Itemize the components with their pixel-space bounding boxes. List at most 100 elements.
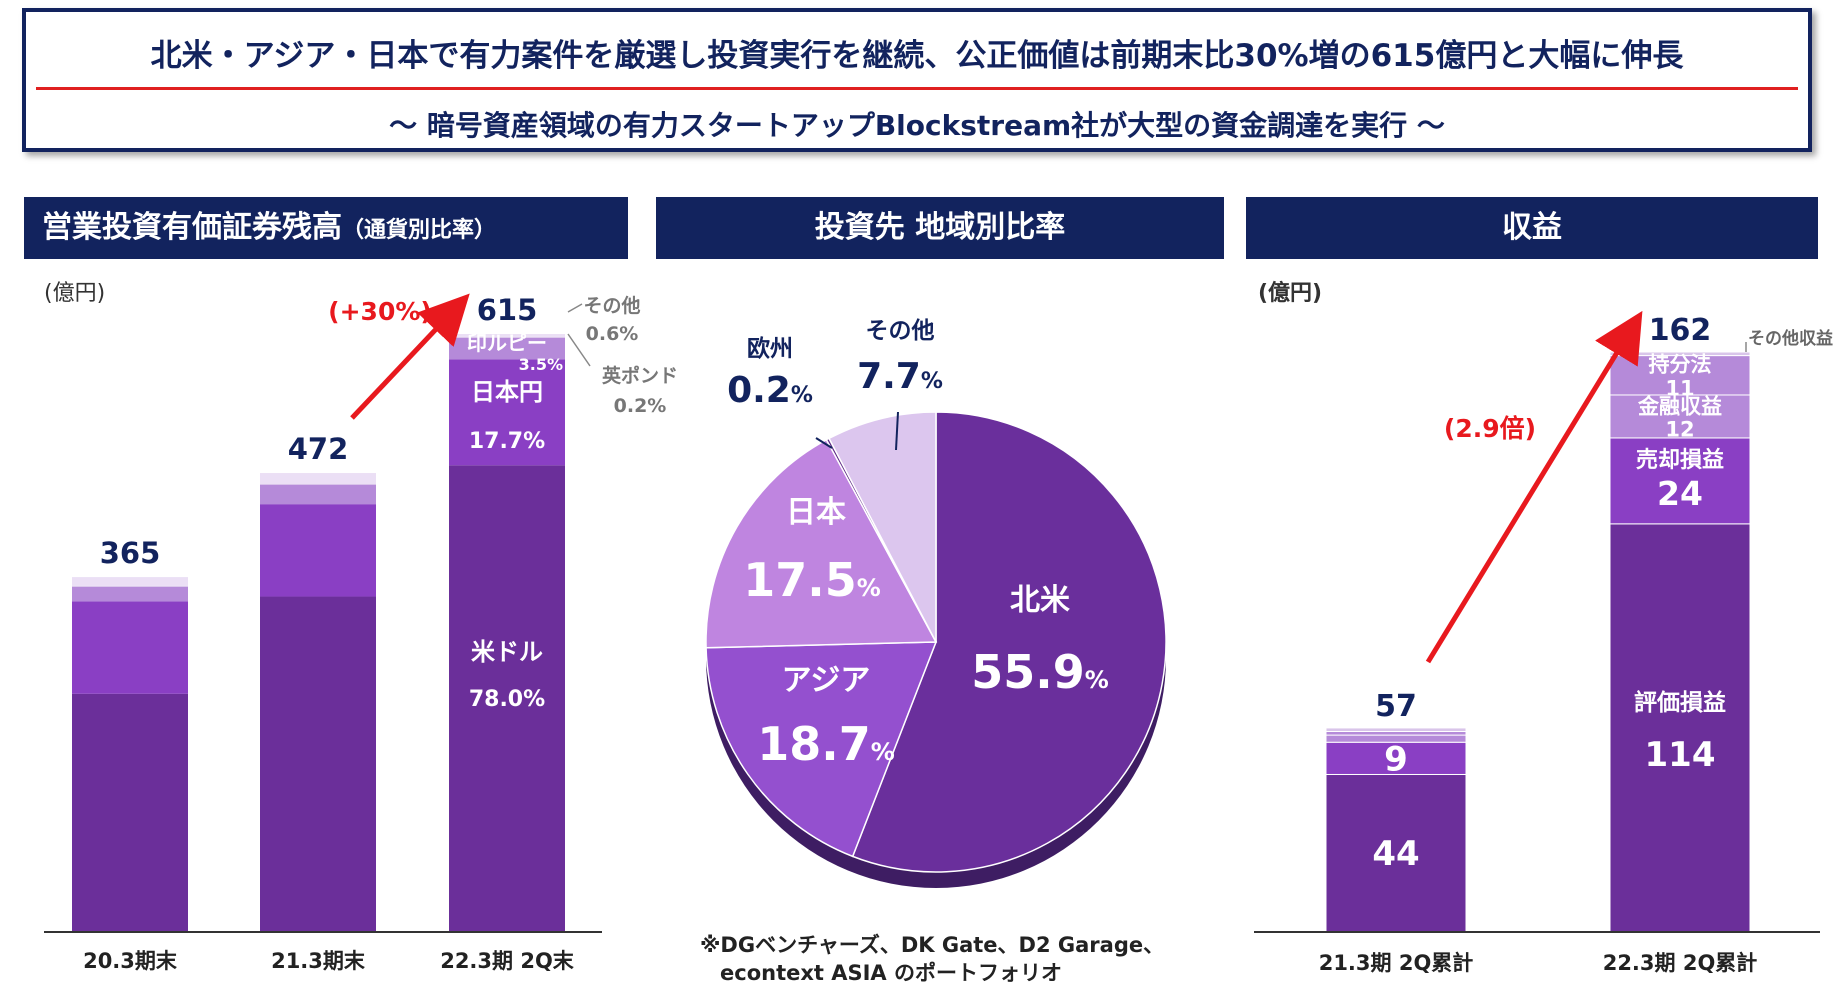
segment-name-label: 評価損益 bbox=[1634, 689, 1726, 716]
pie-slice-name: 北米 bbox=[1010, 583, 1070, 618]
panel-title-securities: 営業投資有価証券残高 bbox=[42, 210, 342, 245]
pie-footnote-line1: ※DGベンチャーズ、DK Gate、D2 Garage、 bbox=[700, 933, 1164, 957]
category-label: 22.3期 2Q累計 bbox=[1603, 951, 1758, 975]
bar-total-label: 472 bbox=[288, 432, 349, 466]
segment-value-label: 12 bbox=[1665, 417, 1694, 441]
pie-slice-value: 55.9% bbox=[971, 645, 1109, 699]
pie-callout-name: その他 bbox=[866, 318, 935, 344]
bar-total-label: 57 bbox=[1375, 689, 1417, 724]
headline-banner: 北米・アジア・日本で有力案件を厳選し投資実行を継続、公正価値は前期末比30%増の… bbox=[22, 8, 1812, 152]
bar-segment bbox=[1609, 394, 1751, 439]
right-unit-label: (億円) bbox=[1258, 280, 1322, 306]
bar-segment bbox=[260, 473, 376, 484]
bar-segment bbox=[72, 586, 188, 602]
pie-slice bbox=[851, 411, 1167, 873]
pie-slice-value: 18.7% bbox=[757, 717, 895, 771]
segment-value-label: 24 bbox=[1657, 474, 1703, 513]
left-unit-label: (億円) bbox=[44, 281, 105, 306]
pie-footnote-line2: econtext ASIA のポートフォリオ bbox=[720, 961, 1062, 985]
series-share-inr: 3.5% bbox=[519, 355, 563, 374]
pie-slice bbox=[828, 411, 937, 643]
category-label: 20.3期末 bbox=[83, 949, 178, 973]
bar-total-label: 365 bbox=[100, 536, 161, 570]
segment-value-label: 114 bbox=[1645, 735, 1716, 775]
callout-other-revenue: その他収益 bbox=[1748, 328, 1833, 349]
growth-label: (2.9倍) bbox=[1444, 414, 1536, 443]
series-share-usd: 78.0% bbox=[469, 687, 545, 712]
bar-segment bbox=[1609, 523, 1751, 933]
bar-total-label: 615 bbox=[477, 293, 538, 327]
category-label: 21.3期末 bbox=[271, 949, 366, 973]
panel-title-region: 投資先 地域別比率 bbox=[814, 210, 1066, 245]
pie-value-number: 7.7 bbox=[857, 356, 921, 397]
segment-name-label: 売却損益 bbox=[1636, 447, 1724, 473]
pie-callout-name: 欧州 bbox=[747, 336, 793, 362]
callout-line-other bbox=[567, 303, 583, 313]
pie-value-number: 18.7 bbox=[757, 717, 871, 771]
pie-value-percent: % bbox=[791, 383, 813, 408]
bar-segment bbox=[72, 585, 188, 587]
pie-value-number: 17.5 bbox=[743, 553, 857, 607]
series-label-jpy: 日本円 bbox=[471, 378, 543, 406]
bar-segment bbox=[260, 504, 376, 597]
category-label: 21.3期 2Q累計 bbox=[1319, 951, 1474, 975]
bar-segment bbox=[449, 336, 565, 338]
bar-total-label: 162 bbox=[1649, 313, 1712, 348]
securities-balance-chart: (億円) 365 20.3期末 472 21.3期末 615 22.3期 2Q末 米ドル 78.… bbox=[44, 281, 678, 973]
callout-gbp-share: 0.2% bbox=[614, 395, 667, 417]
pie-value-percent: % bbox=[921, 369, 943, 394]
callout-other-share: 0.6% bbox=[586, 323, 639, 345]
panel-header-securities: 営業投資有価証券残高（通貨別比率） bbox=[24, 197, 628, 259]
bar-segment bbox=[1609, 437, 1751, 525]
bar-segment bbox=[72, 577, 188, 586]
pie-slice-name: アジア bbox=[782, 663, 871, 698]
segment-name-label: 金融収益 bbox=[1637, 394, 1722, 418]
bar-segment bbox=[1325, 731, 1467, 736]
callout-line-gbp bbox=[567, 333, 591, 367]
callout-gbp-name: 英ポンド bbox=[602, 364, 678, 387]
growth-arrow bbox=[1425, 310, 1643, 664]
bar-segment bbox=[72, 693, 188, 932]
headline-divider bbox=[36, 87, 1798, 90]
bar-segment bbox=[1325, 727, 1467, 733]
pie-slice bbox=[705, 438, 938, 649]
callout-other-name: その他 bbox=[583, 294, 640, 317]
pie-value-percent: % bbox=[871, 738, 895, 766]
series-label-inr: 印ルピー bbox=[467, 331, 547, 355]
bar-segment bbox=[1325, 741, 1467, 775]
pie-value-number: 55.9 bbox=[971, 645, 1085, 699]
bar-segment bbox=[1325, 773, 1467, 933]
bar-segment bbox=[260, 484, 376, 505]
panel-header-region: 投資先 地域別比率 bbox=[656, 197, 1224, 259]
bar-segment bbox=[449, 465, 565, 932]
segment-value-label: 9 bbox=[1384, 739, 1408, 779]
segment-value-label: 11 bbox=[1665, 376, 1694, 400]
series-share-jpy: 17.7% bbox=[469, 429, 545, 454]
headline-title: 北米・アジア・日本で有力案件を厳選し投資実行を継続、公正価値は前期末比30%増の… bbox=[150, 38, 1684, 74]
series-label-usd: 米ドル bbox=[471, 638, 543, 666]
growth-arrow bbox=[350, 293, 470, 420]
panel-title-securities-note: （通貨別比率） bbox=[342, 218, 497, 243]
bar-segment bbox=[449, 334, 565, 337]
bar-segment bbox=[449, 337, 565, 360]
segment-name-label: 持分法 bbox=[1649, 352, 1712, 376]
headline-subtitle: ～ 暗号資産領域の有力スタートアップBlockstream社が大型の資金調達を実… bbox=[389, 109, 1445, 142]
pie-callout-line bbox=[895, 411, 899, 451]
panel-title-revenue: 収益 bbox=[1502, 210, 1562, 245]
pie-slice-value: 17.5% bbox=[743, 553, 881, 607]
pie-callout-value: 7.7% bbox=[857, 356, 943, 397]
bar-segment bbox=[260, 483, 376, 485]
pie-slice-name: 日本 bbox=[786, 495, 846, 530]
pie-callout-value: 0.2% bbox=[727, 370, 813, 411]
pie-callout-line bbox=[815, 437, 833, 449]
bar-segment bbox=[260, 596, 376, 932]
segment-value-label: 44 bbox=[1372, 834, 1419, 874]
pie-value-percent: % bbox=[857, 574, 881, 602]
region-pie-chart: 北米 55.9% アジア 18.7% 日本 17.5% 欧州 0.2% その他 7.7% ※DGベン… bbox=[700, 318, 1167, 985]
panel-header-revenue: 収益 bbox=[1246, 197, 1818, 259]
revenue-chart: (億円) 57 21.3期 2Q累計 162 22.3期 2Q累計 44 9 評価損益 114 売… bbox=[1254, 280, 1833, 975]
bar-segment bbox=[72, 601, 188, 694]
pie-value-number: 0.2 bbox=[727, 370, 791, 411]
growth-label: (+30%) bbox=[328, 297, 432, 326]
